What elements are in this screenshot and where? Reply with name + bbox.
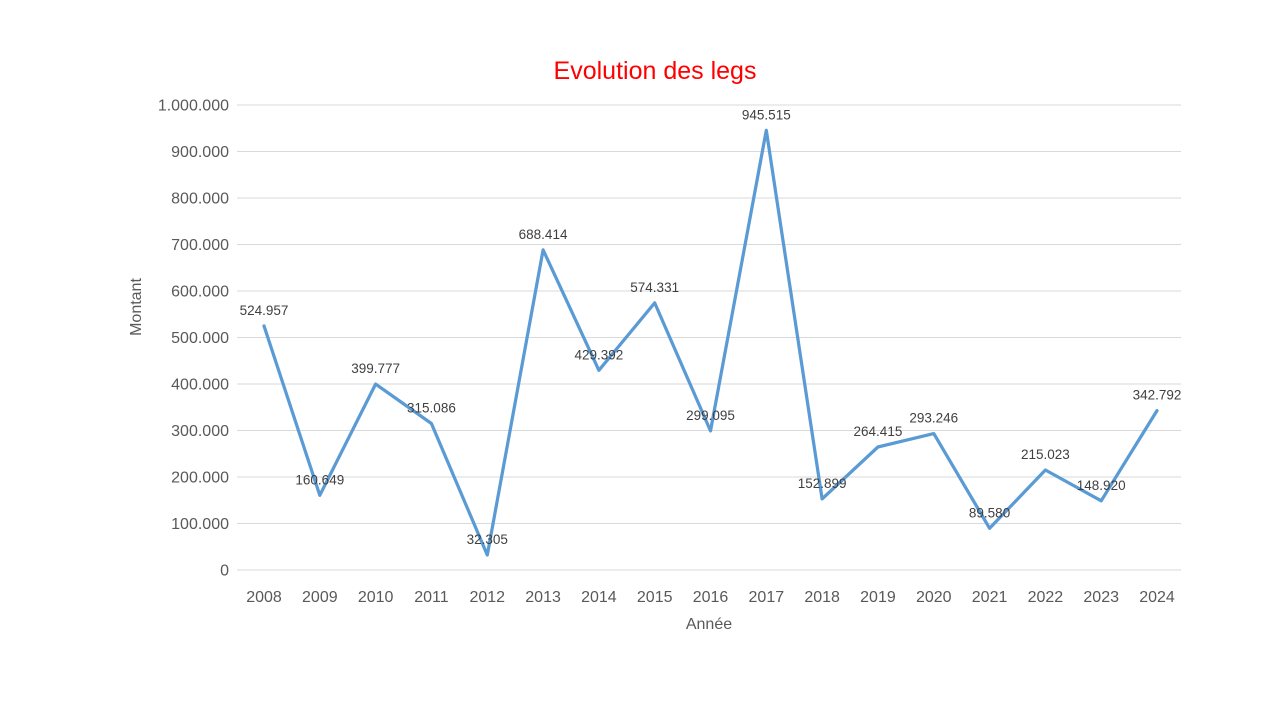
y-axis-tick-labels: 0 100.000 200.000 300.000 400.000 500.000 600.… bbox=[158, 98, 229, 580]
y-tick-label: 800.000 bbox=[171, 191, 229, 208]
y-tick-label: 200.000 bbox=[171, 470, 229, 487]
y-tick-label: 400.000 bbox=[171, 377, 229, 394]
x-tick-label: 2008 bbox=[246, 589, 282, 606]
x-tick-label: 2020 bbox=[916, 589, 952, 606]
data-labels: 524.957 160.649 399.777 315.086 32.305 688.41… bbox=[240, 107, 1182, 547]
x-tick-label: 2014 bbox=[581, 589, 617, 606]
x-tick-label: 2011 bbox=[414, 589, 449, 606]
x-tick-label: 2021 bbox=[972, 589, 1008, 606]
x-tick-label: 2019 bbox=[860, 589, 896, 606]
data-label: 152.899 bbox=[798, 476, 847, 491]
x-tick-label: 2017 bbox=[749, 589, 785, 606]
y-tick-label: 700.000 bbox=[171, 237, 229, 254]
data-label: 574.331 bbox=[630, 280, 679, 295]
data-label: 148.920 bbox=[1077, 478, 1126, 493]
x-axis-tick-labels: 2008 2009 2010 2011 2012 2013 2014 2015 2016 2017… bbox=[246, 589, 1175, 606]
chart-title: Evolution des legs bbox=[554, 57, 757, 85]
x-tick-label: 2013 bbox=[525, 589, 561, 606]
data-label: 32.305 bbox=[467, 532, 508, 547]
gridlines bbox=[237, 104, 1181, 571]
series-line bbox=[262, 128, 1159, 557]
data-label: 264.415 bbox=[854, 424, 903, 439]
x-tick-label: 2016 bbox=[693, 589, 729, 606]
y-tick-label: 100.000 bbox=[171, 516, 229, 533]
data-label: 399.777 bbox=[351, 361, 400, 376]
data-label: 89.580 bbox=[969, 505, 1010, 520]
data-label: 524.957 bbox=[240, 303, 289, 318]
data-label: 688.414 bbox=[519, 227, 568, 242]
x-tick-label: 2023 bbox=[1083, 589, 1119, 606]
y-tick-label: 600.000 bbox=[171, 284, 229, 301]
data-label: 293.246 bbox=[909, 411, 958, 426]
y-tick-label: 1.000.000 bbox=[158, 98, 229, 115]
x-tick-label: 2024 bbox=[1139, 589, 1175, 606]
data-label: 299.095 bbox=[686, 408, 735, 423]
data-label: 215.023 bbox=[1021, 447, 1070, 462]
x-tick-label: 2012 bbox=[469, 589, 505, 606]
x-tick-label: 2022 bbox=[1028, 589, 1064, 606]
x-tick-label: 2018 bbox=[804, 589, 840, 606]
x-tick-label: 2010 bbox=[358, 589, 394, 606]
y-tick-label: 500.000 bbox=[171, 330, 229, 347]
y-axis-title: Montant bbox=[128, 278, 145, 336]
x-tick-label: 2009 bbox=[302, 589, 338, 606]
data-label: 160.649 bbox=[295, 472, 344, 487]
data-label: 315.086 bbox=[407, 400, 456, 415]
y-tick-label: 300.000 bbox=[171, 423, 229, 440]
data-label: 342.792 bbox=[1133, 388, 1182, 403]
x-axis-title: Année bbox=[686, 616, 732, 633]
data-label: 945.515 bbox=[742, 107, 791, 122]
x-tick-label: 2015 bbox=[637, 589, 673, 606]
y-tick-label: 900.000 bbox=[171, 144, 229, 161]
y-tick-label: 0 bbox=[220, 563, 229, 580]
data-label: 429.392 bbox=[574, 347, 623, 362]
